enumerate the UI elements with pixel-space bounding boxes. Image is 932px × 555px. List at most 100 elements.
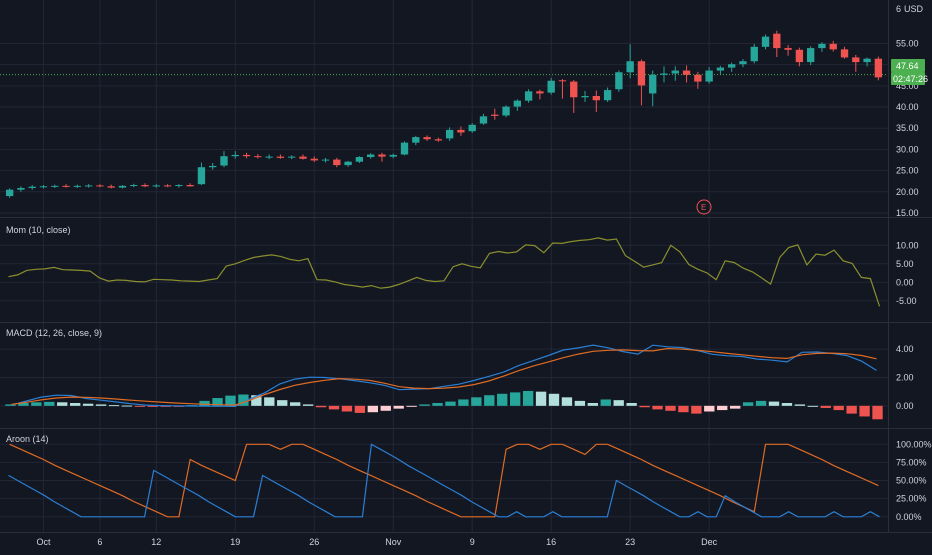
candle-body[interactable] bbox=[536, 91, 544, 94]
candle-body[interactable] bbox=[558, 80, 567, 82]
macd-histogram-bar[interactable] bbox=[574, 400, 586, 406]
macd-histogram-bar[interactable] bbox=[691, 405, 702, 414]
candle-body[interactable] bbox=[807, 48, 815, 63]
candle-body[interactable] bbox=[197, 167, 206, 185]
candle-body[interactable] bbox=[378, 154, 386, 157]
macd-pane[interactable] bbox=[5, 344, 883, 420]
macd-histogram-bar[interactable] bbox=[70, 403, 81, 406]
macd-histogram-bar[interactable] bbox=[199, 400, 210, 406]
macd-histogram-bar[interactable] bbox=[742, 402, 754, 406]
macd-histogram-bar[interactable] bbox=[445, 401, 456, 406]
candle-body[interactable] bbox=[784, 48, 792, 50]
candle-body[interactable] bbox=[637, 61, 646, 86]
macd-signal-line[interactable] bbox=[11, 347, 877, 406]
macd-histogram-bar[interactable] bbox=[380, 405, 391, 411]
candle-body[interactable] bbox=[231, 154, 239, 157]
aroon-up-line[interactable] bbox=[9, 443, 879, 518]
macd-histogram-bar[interactable] bbox=[419, 404, 430, 406]
macd-histogram-bar[interactable] bbox=[484, 395, 495, 406]
macd-histogram-bar[interactable] bbox=[768, 401, 780, 406]
macd-line[interactable] bbox=[11, 344, 877, 408]
macd-histogram-bar[interactable] bbox=[108, 405, 120, 407]
macd-histogram-bar[interactable] bbox=[31, 402, 42, 406]
candle-body[interactable] bbox=[288, 156, 296, 158]
candle-body[interactable] bbox=[513, 100, 521, 107]
candle-body[interactable] bbox=[502, 106, 510, 116]
candle-body[interactable] bbox=[254, 156, 262, 158]
macd-histogram-bar[interactable] bbox=[225, 395, 236, 406]
candle-body[interactable] bbox=[96, 185, 104, 187]
candle-body[interactable] bbox=[682, 70, 691, 75]
macd-histogram-bar[interactable] bbox=[872, 405, 883, 420]
macd-histogram-bar[interactable] bbox=[794, 404, 806, 406]
macd-histogram-bar[interactable] bbox=[134, 405, 146, 407]
macd-histogram-bar[interactable] bbox=[18, 403, 29, 406]
candle-body[interactable] bbox=[73, 185, 81, 187]
macd-histogram-bar[interactable] bbox=[613, 400, 624, 406]
candle-body[interactable] bbox=[321, 159, 330, 161]
candle-body[interactable] bbox=[28, 186, 36, 188]
macd-histogram-bar[interactable] bbox=[587, 403, 598, 406]
candle-body[interactable] bbox=[186, 185, 194, 187]
macd-histogram-bar[interactable] bbox=[212, 398, 223, 406]
macd-histogram-bar[interactable] bbox=[302, 404, 314, 406]
candle-body[interactable] bbox=[750, 46, 758, 62]
macd-histogram-bar[interactable] bbox=[251, 395, 262, 406]
candle-body[interactable] bbox=[118, 185, 127, 188]
candle-body[interactable] bbox=[51, 185, 59, 187]
candle-body[interactable] bbox=[603, 90, 612, 101]
macd-histogram-bar[interactable] bbox=[730, 405, 741, 409]
candle-body[interactable] bbox=[163, 185, 172, 187]
candle-body[interactable] bbox=[739, 61, 747, 65]
macd-histogram-bar[interactable] bbox=[328, 405, 340, 410]
candle-body[interactable] bbox=[333, 159, 341, 166]
candle-body[interactable] bbox=[852, 57, 860, 63]
candle-body[interactable] bbox=[840, 49, 849, 58]
macd-histogram-bar[interactable] bbox=[535, 391, 547, 406]
candle-body[interactable] bbox=[84, 185, 93, 187]
macd-histogram-bar[interactable] bbox=[704, 405, 715, 412]
macd-histogram-bar[interactable] bbox=[678, 405, 689, 413]
macd-histogram-bar[interactable] bbox=[367, 405, 378, 413]
candle-body[interactable] bbox=[863, 58, 871, 63]
candle-body[interactable] bbox=[581, 96, 589, 98]
candle-body[interactable] bbox=[130, 185, 138, 187]
candle-body[interactable] bbox=[671, 70, 679, 74]
macd-histogram-bar[interactable] bbox=[406, 405, 417, 407]
candle-body[interactable] bbox=[62, 185, 70, 187]
macd-histogram-bar[interactable] bbox=[315, 405, 327, 408]
candle-body[interactable] bbox=[17, 187, 25, 190]
candle-body[interactable] bbox=[310, 158, 318, 161]
candle-body[interactable] bbox=[367, 154, 375, 158]
momentum-line[interactable] bbox=[8, 237, 881, 307]
earnings-marker-icon[interactable] bbox=[696, 199, 712, 215]
candle-body[interactable] bbox=[299, 156, 307, 159]
macd-histogram-bar[interactable] bbox=[57, 402, 68, 406]
candle-body[interactable] bbox=[716, 67, 725, 71]
candle-body[interactable] bbox=[107, 186, 115, 188]
candle-body[interactable] bbox=[412, 137, 420, 143]
macd-histogram-bar[interactable] bbox=[781, 403, 793, 406]
candle-body[interactable] bbox=[141, 185, 149, 187]
macd-histogram-bar[interactable] bbox=[471, 397, 482, 406]
candle-body[interactable] bbox=[615, 72, 623, 90]
candle-body[interactable] bbox=[152, 185, 160, 187]
macd-histogram-bar[interactable] bbox=[522, 390, 534, 406]
candle-body[interactable] bbox=[209, 165, 217, 168]
candle-body[interactable] bbox=[795, 49, 804, 63]
macd-histogram-bar[interactable] bbox=[626, 403, 637, 406]
currency-label[interactable]: USD bbox=[904, 4, 924, 14]
macd-histogram-bar[interactable] bbox=[277, 400, 288, 406]
macd-histogram-bar[interactable] bbox=[121, 405, 133, 407]
aroon-title[interactable]: Aroon (14) bbox=[6, 434, 49, 444]
candle-body[interactable] bbox=[491, 114, 499, 116]
macd-histogram-bar[interactable] bbox=[548, 393, 560, 406]
macd-histogram-bar[interactable] bbox=[354, 405, 366, 413]
candle-body[interactable] bbox=[547, 80, 555, 93]
candle-body[interactable] bbox=[592, 96, 600, 101]
candle-body[interactable] bbox=[242, 154, 251, 157]
macd-histogram-bar[interactable] bbox=[147, 405, 158, 407]
aroon-down-line[interactable] bbox=[8, 443, 880, 518]
